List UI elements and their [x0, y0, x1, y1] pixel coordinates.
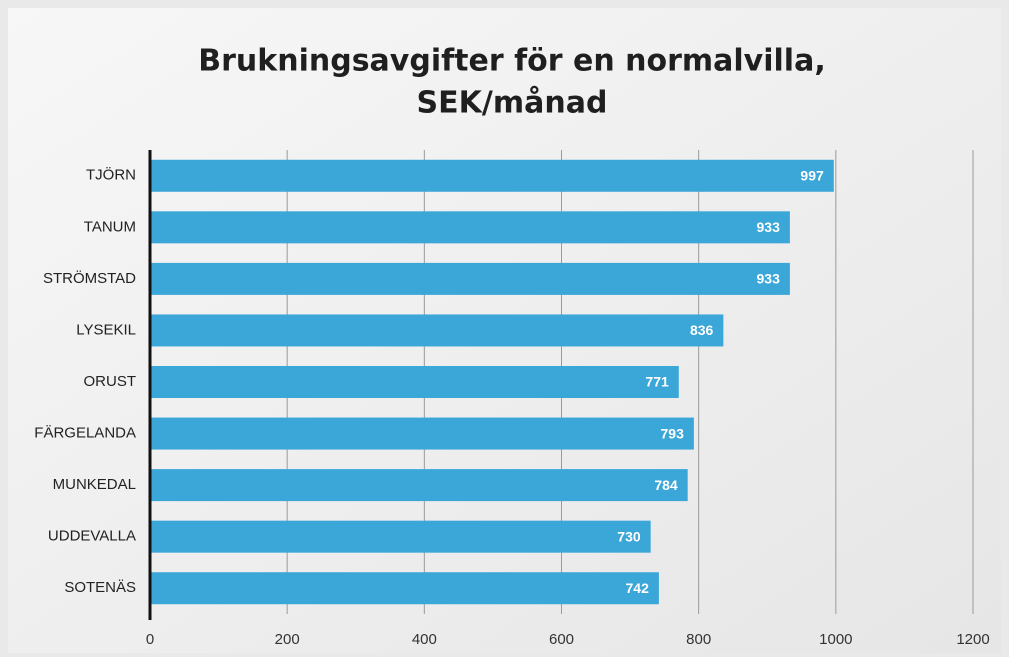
chart-title: SEK/månad — [417, 85, 608, 121]
x-tick-label: 400 — [412, 631, 437, 648]
y-tick-label: STRÖMSTAD — [43, 269, 136, 287]
value-label: 784 — [654, 477, 678, 493]
bar — [150, 211, 790, 244]
value-label: 933 — [757, 219, 781, 235]
bar — [150, 520, 651, 553]
y-tick-label: FÄRGELANDA — [34, 425, 136, 442]
y-tick-label: UDDEVALLA — [48, 528, 136, 545]
value-label: 730 — [617, 528, 641, 544]
bar — [150, 572, 659, 605]
y-tick-label: LYSEKIL — [76, 321, 136, 338]
value-label: 997 — [800, 167, 824, 183]
value-label: 933 — [757, 271, 781, 287]
bar — [150, 366, 679, 398]
y-tick-label: TANUM — [84, 218, 136, 235]
bar — [150, 314, 724, 347]
bar — [150, 469, 688, 502]
value-label: 793 — [661, 425, 685, 441]
value-label: 742 — [626, 580, 650, 596]
x-tick-label: 1200 — [956, 631, 989, 648]
x-tick-label: 200 — [275, 631, 300, 648]
bar — [150, 417, 694, 450]
x-tick-label: 0 — [146, 631, 154, 648]
value-label: 836 — [690, 322, 714, 338]
y-tick-label: MUNKEDAL — [53, 476, 136, 493]
value-label: 771 — [645, 374, 669, 390]
y-tick-label: SOTENÄS — [64, 579, 136, 596]
bar — [150, 262, 790, 295]
chart-title: Brukningsavgifter för en normalvilla, — [198, 44, 825, 79]
x-tick-label: 600 — [549, 631, 574, 648]
y-tick-label: ORUST — [84, 373, 137, 390]
y-tick-label: TJÖRN — [86, 166, 136, 184]
x-tick-label: 1000 — [819, 631, 852, 648]
bar — [150, 159, 834, 192]
x-tick-label: 800 — [686, 631, 711, 648]
